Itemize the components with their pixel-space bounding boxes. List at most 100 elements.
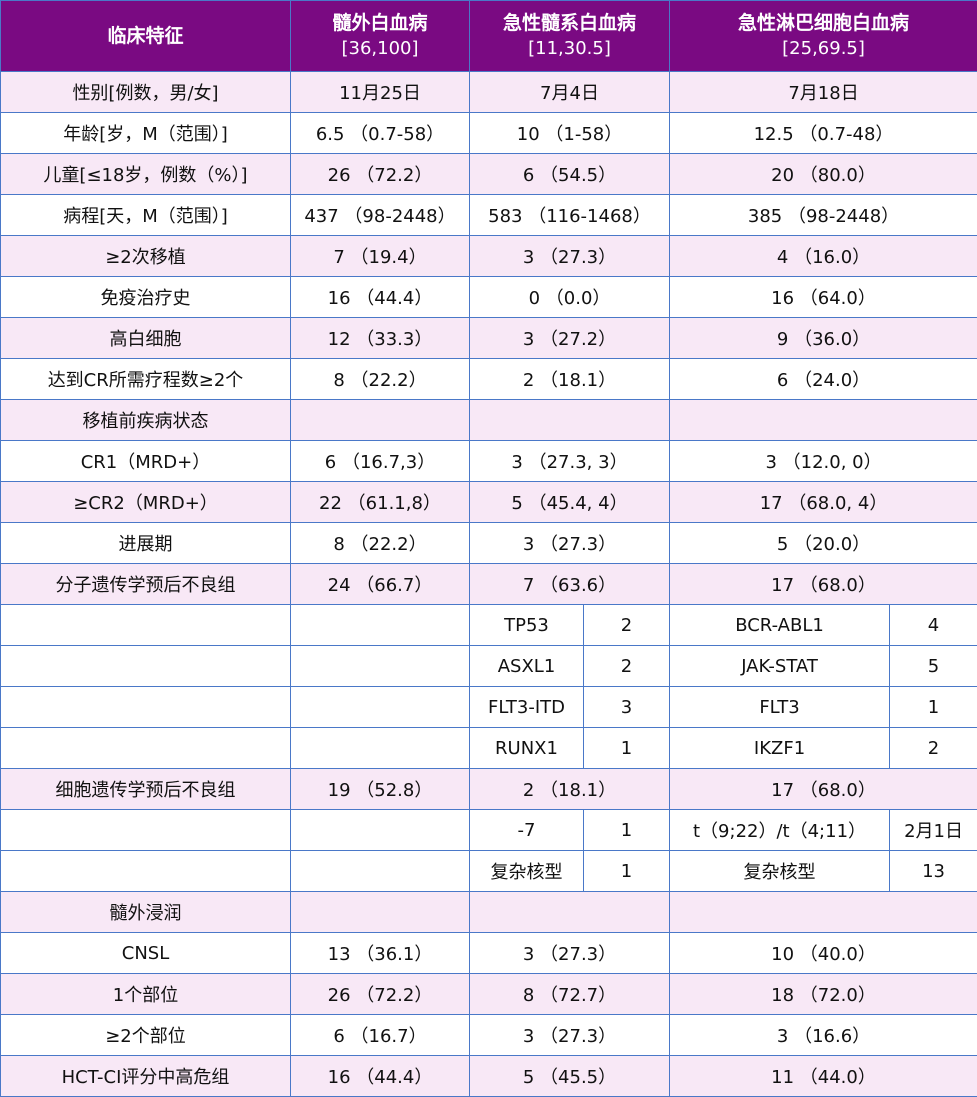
table-row: 细胞遗传学预后不良组 19 （52.8） 2 （18.1） 17 （68.0） xyxy=(0,768,977,810)
cell-all-count: 13 xyxy=(889,850,977,892)
cell-aml: 3 （27.3） xyxy=(468,522,671,564)
row-label: 移植前疾病状态 xyxy=(0,399,291,441)
cell-aml: 8 （72.7） xyxy=(468,973,671,1015)
table-row: 复杂核型 1 复杂核型 13 xyxy=(0,850,977,892)
row-label: ≥CR2（MRD+） xyxy=(0,481,291,523)
cell-extramedullary: 26 （72.2） xyxy=(290,973,470,1015)
cell-extramedullary xyxy=(290,727,470,769)
cell-all: 17 （68.0） xyxy=(669,563,977,605)
cell-all-item: FLT3 xyxy=(669,686,891,728)
cell-aml: 2 （18.1） xyxy=(468,358,671,400)
row-label: 进展期 xyxy=(0,522,291,564)
cell-aml: 6 （54.5） xyxy=(468,153,671,195)
cell-extramedullary xyxy=(290,891,470,933)
table-row: FLT3-ITD 3 FLT3 1 xyxy=(0,686,977,728)
row-label: 1个部位 xyxy=(0,973,291,1015)
cell-extramedullary xyxy=(290,399,470,441)
cell-all: 18 （72.0） xyxy=(669,973,977,1015)
row-label: CNSL xyxy=(0,932,291,974)
row-label xyxy=(0,727,291,769)
table-row: 年龄[岁，M（范围）] 6.5 （0.7-58） 10 （1-58） 12.5 （0.… xyxy=(0,112,977,154)
table-row: TP53 2 BCR-ABL1 4 xyxy=(0,604,977,646)
table-row: RUNX1 1 IKZF1 2 xyxy=(0,727,977,769)
cell-aml: 7 （63.6） xyxy=(468,563,671,605)
table-row: 移植前疾病状态 xyxy=(0,399,977,441)
table-row: ≥2个部位 6 （16.7） 3 （27.3） 3 （16.6） xyxy=(0,1014,977,1056)
cell-all-item: 复杂核型 xyxy=(669,850,891,892)
cell-aml xyxy=(468,399,671,441)
row-label xyxy=(0,809,291,851)
cell-all: 11 （44.0） xyxy=(669,1055,977,1097)
cell-all xyxy=(669,399,977,441)
cell-aml: 2 （18.1） xyxy=(468,768,671,810)
row-label: 细胞遗传学预后不良组 xyxy=(0,768,291,810)
cell-aml-count: 2 xyxy=(582,645,671,687)
cell-all-item: JAK-STAT xyxy=(669,645,891,687)
cell-all: 9 （36.0） xyxy=(669,317,977,359)
group-name: 髓外白血病 xyxy=(332,12,428,34)
cell-all: 5 （20.0） xyxy=(669,522,977,564)
cell-all: 7月18日 xyxy=(669,71,977,113)
table-row: 病程[天，M（范围）] 437 （98-2448） 583 （116-1468） 38… xyxy=(0,194,977,236)
cell-all-item: t（9;22）/t（4;11） xyxy=(669,809,891,851)
cell-extramedullary: 16 （44.4） xyxy=(290,1055,470,1097)
cell-all-count: 2月1日 xyxy=(889,809,977,851)
cell-all: 12.5 （0.7-48） xyxy=(669,112,977,154)
cell-extramedullary: 16 （44.4） xyxy=(290,276,470,318)
cell-extramedullary: 6.5 （0.7-58） xyxy=(290,112,470,154)
table-row: 性别[例数，男/女] 11月25日 7月4日 7月18日 xyxy=(0,71,977,113)
cell-extramedullary: 437 （98-2448） xyxy=(290,194,470,236)
cell-aml: 10 （1-58） xyxy=(468,112,671,154)
row-label: 分子遗传学预后不良组 xyxy=(0,563,291,605)
cell-extramedullary: 22 （61.1,8） xyxy=(290,481,470,523)
row-label: HCT-CI评分中高危组 xyxy=(0,1055,291,1097)
cell-all: 3 （16.6） xyxy=(669,1014,977,1056)
cell-aml-item: -7 xyxy=(469,809,584,851)
cell-aml-item: RUNX1 xyxy=(469,727,584,769)
row-label: ≥2个部位 xyxy=(0,1014,291,1056)
table-row: CR1（MRD+） 6 （16.7,3） 3 （27.3, 3） 3 （12.0, 0… xyxy=(0,440,977,482)
cell-aml-item: TP53 xyxy=(469,604,584,646)
row-label xyxy=(0,850,291,892)
cell-all-item: IKZF1 xyxy=(669,727,891,769)
table-row: 高白细胞 12 （33.3） 3 （27.2） 9 （36.0） xyxy=(0,317,977,359)
table-row: ≥CR2（MRD+） 22 （61.1,8） 5 （45.4, 4） 17 （68.0… xyxy=(0,481,977,523)
cell-aml-count: 1 xyxy=(582,727,671,769)
cell-all-count: 1 xyxy=(889,686,977,728)
row-label: 免疫治疗史 xyxy=(0,276,291,318)
cell-all: 4 （16.0） xyxy=(669,235,977,277)
cell-aml: 5 （45.5） xyxy=(468,1055,671,1097)
row-label: 性别[例数，男/女] xyxy=(0,71,291,113)
row-label: 髓外浸润 xyxy=(0,891,291,933)
cell-extramedullary: 8 （22.2） xyxy=(290,358,470,400)
table-row: CNSL 13 （36.1） 3 （27.3） 10 （40.0） xyxy=(0,932,977,974)
cell-aml-count: 3 xyxy=(582,686,671,728)
row-label: 高白细胞 xyxy=(0,317,291,359)
group-name: 急性髓系白血病 xyxy=(503,12,637,34)
row-label: ≥2次移植 xyxy=(0,235,291,277)
row-label xyxy=(0,686,291,728)
cell-extramedullary xyxy=(290,604,470,646)
table-row: 进展期 8 （22.2） 3 （27.3） 5 （20.0） xyxy=(0,522,977,564)
table-row: 达到CR所需疗程数≥2个 8 （22.2） 2 （18.1） 6 （24.0） xyxy=(0,358,977,400)
cell-extramedullary: 6 （16.7） xyxy=(290,1014,470,1056)
header-aml: 急性髓系白血病 [11,30.5] xyxy=(468,0,671,72)
cell-aml-count: 1 xyxy=(582,809,671,851)
table-row: HCT-CI评分中高危组 16 （44.4） 5 （45.5） 11 （44.0） xyxy=(0,1055,977,1097)
group-range: [11,30.5] xyxy=(528,38,611,59)
cell-aml: 3 （27.3） xyxy=(468,235,671,277)
cell-extramedullary: 13 （36.1） xyxy=(290,932,470,974)
cell-aml: 7月4日 xyxy=(468,71,671,113)
header-all: 急性淋巴细胞白血病 [25,69.5] xyxy=(669,0,977,72)
header-row: 临床特征 髓外白血病 [36,100] 急性髓系白血病 [11,30.5] 急性淋巴… xyxy=(0,0,977,72)
cell-all-count: 4 xyxy=(889,604,977,646)
cell-aml-item: 复杂核型 xyxy=(469,850,584,892)
cell-extramedullary: 11月25日 xyxy=(290,71,470,113)
cell-extramedullary: 7 （19.4） xyxy=(290,235,470,277)
cell-extramedullary: 6 （16.7,3） xyxy=(290,440,470,482)
cell-all: 6 （24.0） xyxy=(669,358,977,400)
cell-extramedullary: 8 （22.2） xyxy=(290,522,470,564)
cell-aml: 3 （27.3） xyxy=(468,1014,671,1056)
cell-aml: 3 （27.2） xyxy=(468,317,671,359)
